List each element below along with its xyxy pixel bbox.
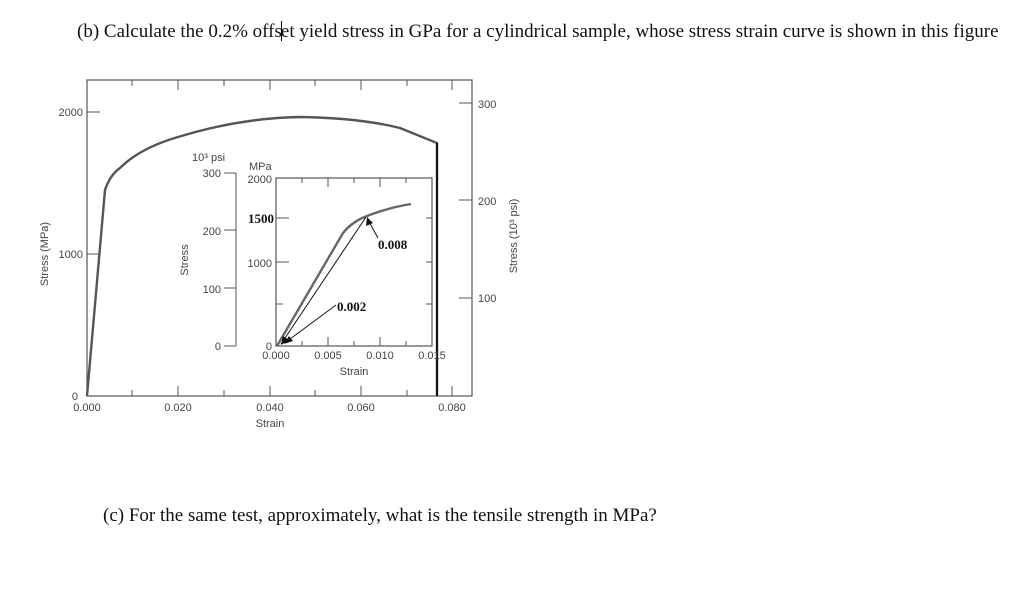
ytick-left-1000: 1000 bbox=[59, 249, 83, 261]
question-b-text-1: (b) Calculate the 0.2% offs bbox=[77, 21, 282, 42]
inset-stress-strain-curve bbox=[275, 202, 412, 347]
ytick-left-2000: 2000 bbox=[59, 107, 83, 119]
inset-mpa-1500: 1500 bbox=[248, 211, 274, 226]
inset-xtick-0.005: 0.005 bbox=[314, 350, 342, 362]
inset-psi-0: 0 bbox=[215, 341, 221, 353]
annotation-0.002: 0.002 bbox=[337, 299, 366, 314]
inset-plot bbox=[224, 172, 433, 347]
inset-psi-300: 300 bbox=[203, 168, 221, 180]
xtick-0.060: 0.060 bbox=[347, 402, 375, 414]
ytick-right-300: 300 bbox=[478, 99, 496, 111]
xtick-0.040: 0.040 bbox=[256, 402, 284, 414]
main-stress-strain-curve bbox=[85, 115, 439, 397]
offset-line bbox=[280, 216, 367, 345]
annotation-0.008: 0.008 bbox=[378, 237, 408, 252]
question-part-b: (b) Calculate the 0.2% offset yield stre… bbox=[77, 20, 1017, 44]
main-ylabel-left: Stress (MPa) bbox=[39, 222, 51, 286]
xtick-0.020: 0.020 bbox=[164, 402, 192, 414]
inset-mpa-1000: 1000 bbox=[248, 258, 272, 270]
inset-xlabel: Strain bbox=[340, 366, 369, 378]
xtick-0.000: 0.000 bbox=[73, 402, 101, 414]
main-plot bbox=[86, 79, 473, 397]
inset-xtick-0.010: 0.010 bbox=[366, 350, 394, 362]
annotation-0.008-arrowhead-icon bbox=[366, 217, 373, 226]
ytick-right-100: 100 bbox=[478, 293, 496, 305]
inset-ylabel: Stress bbox=[179, 244, 191, 276]
main-xlabel: Strain bbox=[256, 418, 285, 430]
inset-xtick-0.015: 0.015 bbox=[418, 350, 446, 362]
offset-arrowhead-icon bbox=[281, 336, 289, 345]
inset-xtick-0.000: 0.000 bbox=[262, 350, 290, 362]
question-b-text-2: et yield stress in GPa for a cylindrical… bbox=[280, 21, 999, 42]
question-part-c: (c) For the same test, approximately, wh… bbox=[103, 505, 657, 526]
ytick-left-0: 0 bbox=[72, 391, 78, 403]
xtick-0.080: 0.080 bbox=[438, 402, 466, 414]
text-cursor bbox=[280, 21, 282, 41]
inset-mpa-unit: MPa bbox=[249, 161, 273, 173]
main-ylabel-right: Stress (10³ psi) bbox=[508, 199, 520, 274]
inset-mpa-2000: 2000 bbox=[248, 174, 272, 186]
annotation-0.002-arrowhead-icon bbox=[284, 336, 293, 344]
inset-mpa-0: 0 bbox=[266, 341, 272, 353]
ytick-right-200: 200 bbox=[478, 196, 496, 208]
inset-psi-unit: 10³ psi bbox=[192, 152, 225, 164]
inset-psi-200: 200 bbox=[203, 226, 221, 238]
inset-psi-100: 100 bbox=[203, 284, 221, 296]
